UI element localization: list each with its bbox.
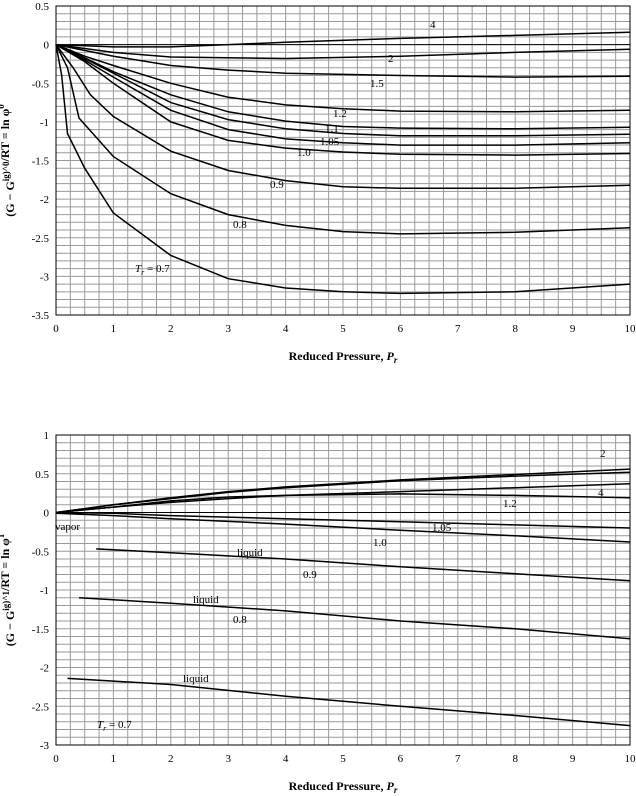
y-axis-title: (G − Gig)^1/RT = ln φ1 — [0, 533, 17, 646]
series-line-0.9-liquid — [96, 548, 631, 582]
series-line-0.8-liquid — [78, 597, 631, 640]
curve-label: liquid — [237, 547, 263, 559]
chart-1: 0 1 2 3 4 5 6 7 8 9 10 0.5 0 -0.5 -1 -1.5 -2 -2.5 -3 -3.5 Re… — [0, 1, 636, 365]
series-line-1.1 — [55, 43, 631, 130]
x-tick-label: 3 — [225, 753, 231, 765]
y-tick-label: 0 — [44, 508, 50, 520]
series-line-1.05 — [55, 511, 631, 529]
chart-2: 0 1 2 3 4 5 6 7 8 9 10 1 0.5 0 -0.5 -1 -1.5 -2 -2.5 -3 Reduc… — [0, 430, 636, 795]
curve-label: 4 — [598, 487, 604, 499]
x-tick-label: 7 — [455, 323, 461, 335]
series-line-1.2 — [55, 43, 631, 113]
series-line-4 — [55, 31, 631, 48]
y-tick-label: -0.5 — [32, 78, 50, 90]
chart-2-grid — [55, 434, 631, 746]
y-tick-label: 0.5 — [35, 469, 49, 481]
series-line-1.5 — [55, 43, 631, 78]
x-tick-label: 6 — [398, 323, 404, 335]
x-tick-label: 3 — [225, 323, 231, 335]
y-tick-label: -3 — [40, 271, 50, 283]
curve-label: 0.8 — [233, 219, 247, 231]
curve-label: 1.05 — [320, 136, 340, 148]
x-tick-label: 10 — [625, 323, 636, 335]
curve-label: 1.2 — [333, 108, 347, 120]
series-line-1.0 — [55, 43, 631, 146]
series-line-0.9 — [55, 44, 631, 190]
curve-label: 2 — [388, 53, 394, 65]
curve-label: 1.05 — [432, 522, 452, 534]
y-tick-label: -3 — [40, 740, 50, 752]
x-tick-label: 4 — [283, 753, 289, 765]
series-line-2 — [55, 43, 631, 60]
x-tick-label: 5 — [340, 323, 346, 335]
x-tick-label: 1 — [111, 323, 117, 335]
curve-label: 0.9 — [303, 569, 317, 581]
x-tick-label: 6 — [398, 753, 404, 765]
y-tick-label: -1.5 — [32, 624, 50, 636]
x-tick-label: 0 — [53, 323, 59, 335]
curve-label: 4 — [430, 19, 436, 31]
series-line-1.05 — [55, 43, 631, 137]
series-line-1.5 — [55, 471, 631, 514]
curve-label: vapor — [55, 521, 80, 533]
x-axis-title: Reduced Pressure, Pr — [289, 779, 398, 795]
series-line-0.95 — [55, 43, 631, 156]
curve-label: liquid — [193, 594, 219, 606]
curve-label: liquid — [183, 673, 209, 685]
curve-label: 1.0 — [297, 147, 311, 159]
y-tick-label: 1 — [44, 430, 50, 442]
series-line-1.0 — [55, 512, 631, 543]
series-line-1.2 — [55, 493, 631, 514]
y-tick-label: -3.5 — [32, 310, 50, 322]
x-tick-label: 2 — [168, 753, 174, 765]
x-tick-label: 10 — [625, 753, 636, 765]
curve-label: 1.1 — [325, 123, 339, 135]
y-tick-label: -1 — [40, 585, 49, 597]
x-tick-label: 7 — [455, 753, 461, 765]
annotation-tr: Tr = 0.7 — [135, 263, 170, 277]
x-tick-label: 5 — [340, 753, 346, 765]
curve-label: 1.2 — [503, 498, 517, 510]
y-tick-label: -2 — [40, 663, 49, 675]
x-tick-label: 8 — [512, 753, 518, 765]
x-tick-label: 4 — [283, 323, 289, 335]
y-tick-label: -2.5 — [32, 701, 50, 713]
y-tick-label: -2 — [40, 194, 49, 206]
y-axis-title: (G − Gig)^0/RT = ln φ0 — [0, 104, 17, 217]
y-tick-label: -1.5 — [32, 156, 50, 168]
x-tick-label: 8 — [512, 323, 518, 335]
x-tick-label: 0 — [53, 753, 59, 765]
y-tick-label: 0 — [44, 40, 50, 52]
plot-frame — [55, 5, 631, 316]
curve-label: 1.5 — [370, 78, 384, 90]
curve-label: 2 — [600, 448, 606, 460]
plot-frame — [55, 434, 631, 746]
y-tick-label: -0.5 — [32, 546, 50, 558]
y-tick-label: 0.5 — [35, 1, 49, 13]
y-tick-label: -1 — [40, 117, 49, 129]
series-line-0.7-liquid — [67, 677, 631, 727]
x-tick-label: 2 — [168, 323, 174, 335]
curve-label: 1.0 — [373, 537, 387, 549]
x-tick-label: 9 — [570, 323, 576, 335]
curve-label: 0.9 — [270, 179, 284, 191]
x-tick-label: 1 — [111, 753, 117, 765]
x-tick-label: 9 — [570, 753, 576, 765]
series-line-0.8 — [55, 44, 631, 235]
series-line-0.7 — [55, 44, 631, 295]
x-axis-title: Reduced Pressure, Pr — [289, 349, 398, 365]
y-tick-label: -2.5 — [32, 233, 50, 245]
annotation-tr: Tr = 0.7 — [97, 719, 132, 733]
curve-label: 0.8 — [233, 614, 247, 626]
